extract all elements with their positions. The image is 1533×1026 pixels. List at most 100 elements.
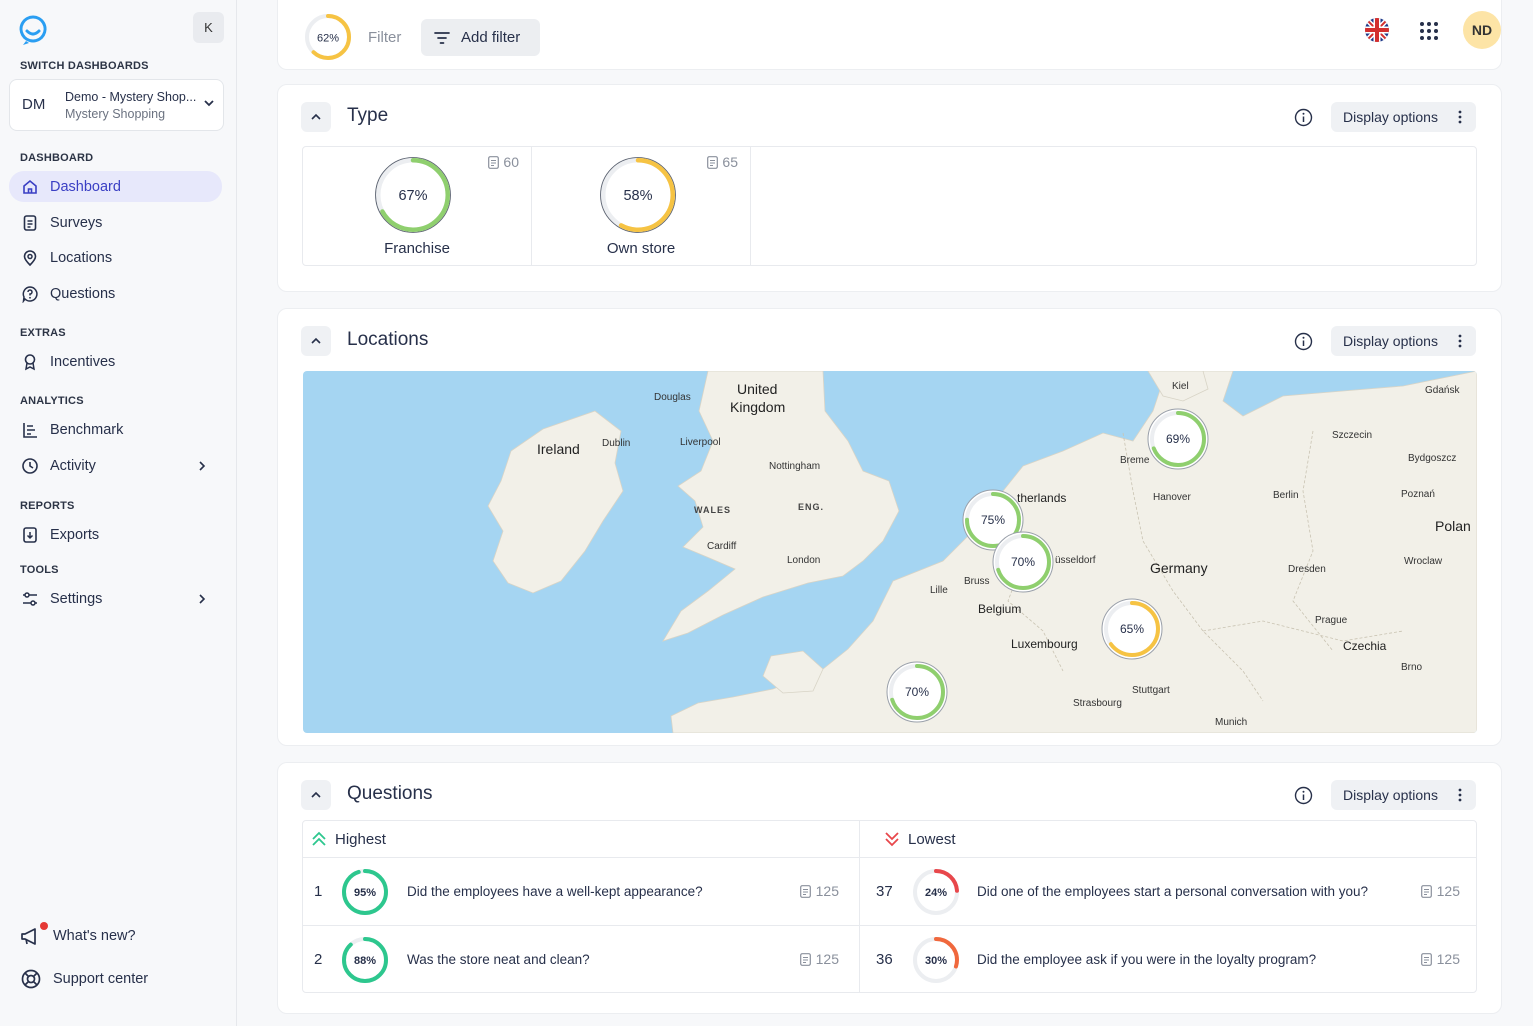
map-label-uk: United (737, 381, 778, 397)
pin-score-text: 70% (1011, 555, 1035, 569)
map-label-london: London (787, 555, 821, 566)
question-rank: 1 (314, 883, 323, 900)
score-arc (1104, 601, 1160, 657)
collapse-toggle-button[interactable] (301, 326, 331, 356)
location-pin-score[interactable]: 69% (1147, 408, 1209, 470)
sidebar-item-activity[interactable]: Activity (9, 450, 222, 481)
pin-score-text: 65% (1120, 622, 1144, 636)
map-label-wroclaw: Wroclaw (1404, 556, 1443, 567)
question-score-text: 24% (925, 887, 947, 899)
lowest-label: Lowest (908, 830, 956, 848)
sidebar-item-settings[interactable]: Settings (9, 583, 222, 614)
response-count: 125 (799, 883, 839, 899)
info-icon[interactable] (1294, 786, 1313, 805)
questions-table: Highest 1 95% Did the employees have a w… (302, 820, 1477, 993)
question-row[interactable]: 36 30% Did the employee ask if you were … (860, 926, 1476, 994)
collapse-toggle-button[interactable] (301, 780, 331, 810)
location-pin-score[interactable]: 70% (992, 531, 1054, 593)
type-tile-franchise[interactable]: 60 67% Franchise (303, 147, 532, 265)
sidebar-item-incentives[interactable]: Incentives (9, 346, 222, 377)
double-chevron-down-icon (885, 832, 899, 847)
card-title: Type (347, 105, 389, 126)
chevron-down-icon (204, 100, 214, 107)
sidebar-item-surveys[interactable]: Surveys (9, 207, 222, 238)
app-logo-icon[interactable] (18, 14, 48, 46)
dashboard-name: Demo - Mystery Shop... (65, 90, 197, 104)
info-icon[interactable] (1294, 332, 1313, 351)
location-pin-icon (23, 249, 37, 266)
sidebar-item-label: Surveys (50, 214, 103, 231)
user-avatar[interactable]: ND (1463, 11, 1501, 49)
info-icon[interactable] (1294, 108, 1313, 127)
sidebar-item-dashboard[interactable]: Dashboard (9, 171, 222, 202)
section-reports: REPORTS (20, 500, 75, 512)
display-options-label: Display options (1343, 333, 1438, 349)
sidebar-item-label: Dashboard (50, 178, 121, 195)
response-count: 125 (1420, 951, 1460, 967)
sidebar-item-benchmark[interactable]: Benchmark (9, 414, 222, 445)
locations-map[interactable]: United Kingdom Ireland Douglas Dublin Li… (303, 371, 1477, 733)
dashboard-initials: DM (22, 96, 46, 113)
location-pin-score[interactable]: 70% (886, 661, 948, 723)
question-row[interactable]: 1 95% Did the employees have a well-kept… (303, 858, 859, 926)
question-rank: 2 (314, 951, 323, 968)
display-options-button[interactable]: Display options (1331, 102, 1476, 132)
response-count-value: 60 (503, 154, 519, 170)
map-label-dresden: Dresden (1288, 564, 1326, 575)
tile-label: Franchise (384, 240, 450, 257)
sidebar-item-label: Locations (50, 249, 113, 266)
sidebar-item-questions[interactable]: Questions (9, 278, 222, 309)
question-row[interactable]: 2 88% Was the store neat and clean? 125 (303, 926, 859, 994)
score-text: 67% (398, 188, 427, 204)
map-label-kiel: Kiel (1172, 381, 1189, 392)
map-label-nottingham: Nottingham (769, 461, 821, 472)
filter-lines-icon (434, 31, 450, 44)
collapse-sidebar-button[interactable]: K (193, 12, 224, 43)
section-dashboard: DASHBOARD (20, 152, 94, 164)
chevron-right-icon (199, 593, 206, 604)
apps-grid-icon[interactable] (1419, 21, 1439, 41)
score-arc (342, 937, 388, 983)
collapse-toggle-button[interactable] (301, 102, 331, 132)
display-options-button[interactable]: Display options (1331, 326, 1476, 356)
map-label-poznan: Poznań (1401, 489, 1435, 500)
question-score-ring: 30% (913, 937, 959, 983)
response-count: 60 (488, 154, 519, 170)
sidebar-item-locations[interactable]: Locations (9, 242, 222, 273)
pin-score-text: 69% (1166, 432, 1190, 446)
response-count-value: 125 (1436, 883, 1460, 899)
score-arc (913, 869, 959, 915)
score-ring: 58% (600, 157, 676, 233)
card-title: Locations (347, 329, 429, 350)
question-score-text: 88% (354, 955, 376, 967)
location-pin-score[interactable]: 65% (1101, 598, 1163, 660)
type-tile-own-store[interactable]: 65 58% Own store (532, 147, 751, 265)
megaphone-icon (21, 928, 36, 945)
question-score-ring: 24% (913, 869, 959, 915)
map-label-douglas: Douglas (654, 392, 691, 403)
whats-new-label: What's new? (53, 928, 136, 944)
question-row[interactable]: 37 24% Did one of the employees start a … (860, 858, 1476, 926)
question-score-ring: 88% (342, 937, 388, 983)
add-filter-button[interactable]: Add filter (421, 19, 540, 56)
map-label-czechia: Czechia (1343, 639, 1387, 653)
score-arc (965, 492, 1021, 548)
section-tools: TOOLS (20, 564, 59, 576)
document-icon (799, 952, 811, 966)
map-label-eng: ENG. (798, 502, 825, 512)
pin-score-text: 75% (981, 513, 1005, 527)
score-arc (1150, 411, 1206, 467)
display-options-button[interactable]: Display options (1331, 780, 1476, 810)
whats-new-link[interactable]: What's new? (20, 922, 136, 947)
dashboard-switcher[interactable]: DM Demo - Mystery Shop... Mystery Shoppi… (9, 79, 224, 131)
sidebar-item-label: Activity (50, 457, 96, 474)
map-label-strasbourg: Strasbourg (1073, 698, 1122, 709)
card-title: Questions (347, 783, 433, 804)
uk-flag-icon[interactable] (1365, 18, 1389, 42)
sidebar-item-exports[interactable]: Exports (9, 519, 222, 550)
score-arc (889, 664, 945, 720)
sidebar-item-label: Incentives (50, 353, 116, 370)
location-pin-score[interactable]: 75% (962, 489, 1024, 551)
highest-header: Highest (303, 821, 859, 858)
support-center-link[interactable]: Support center (20, 968, 148, 990)
